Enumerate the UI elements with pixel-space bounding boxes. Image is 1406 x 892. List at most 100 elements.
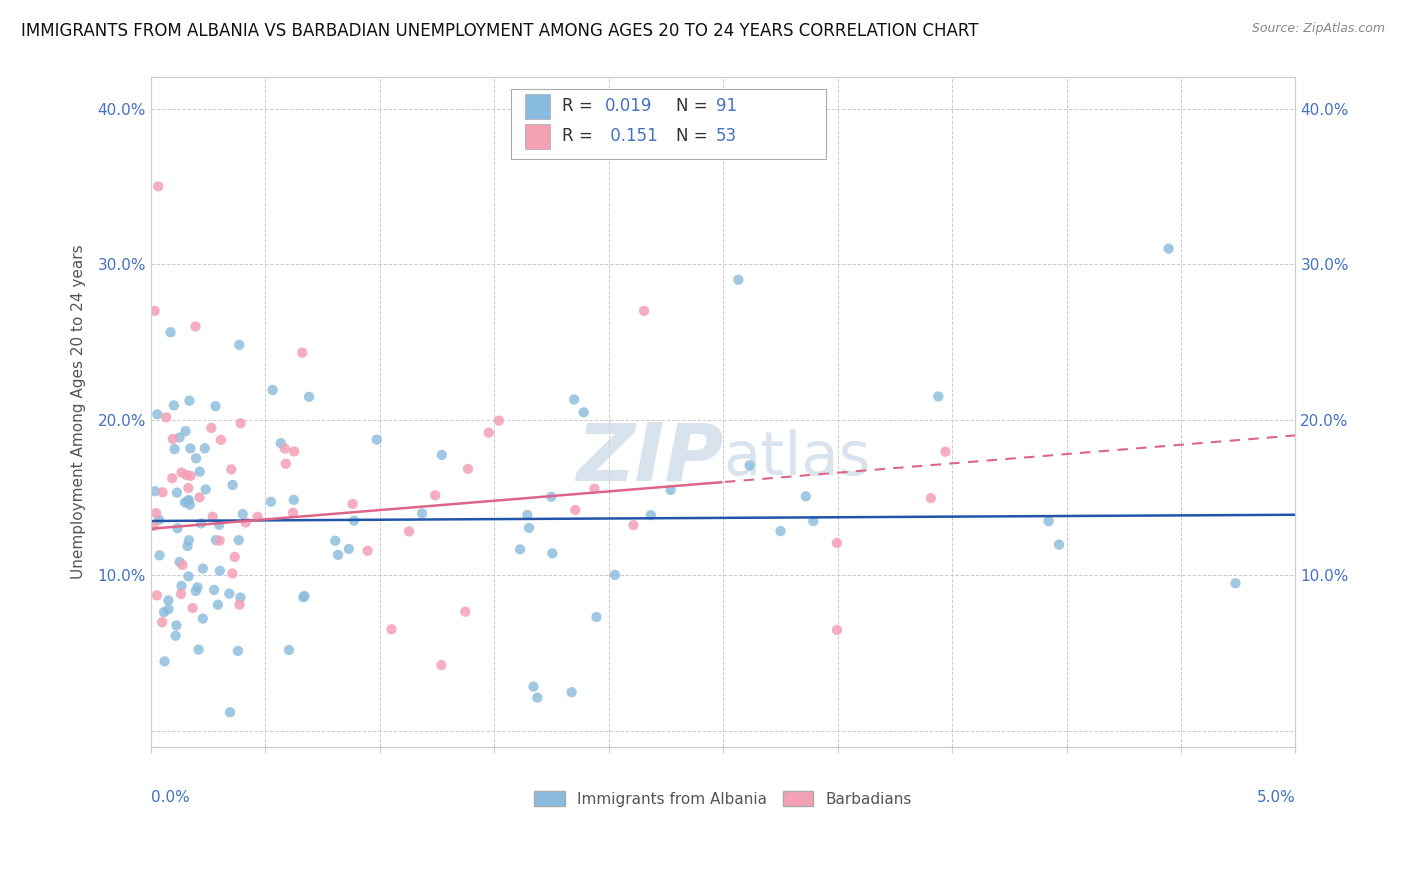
Point <box>184 451 207 466</box>
Point <box>277 643 299 657</box>
Point <box>380 622 402 636</box>
Point <box>153 654 176 668</box>
Text: N =: N = <box>676 97 713 115</box>
Text: 53: 53 <box>716 128 737 145</box>
Point <box>640 508 662 522</box>
Point <box>207 598 229 612</box>
Point <box>177 494 200 508</box>
Point <box>224 549 246 564</box>
Point <box>208 564 231 578</box>
Point <box>274 457 297 471</box>
Point <box>274 442 297 456</box>
Point <box>221 566 243 581</box>
Point <box>162 432 184 446</box>
Text: atlas: atlas <box>723 429 870 489</box>
Point <box>260 495 283 509</box>
Point <box>184 584 207 599</box>
Point <box>177 569 200 583</box>
Point <box>294 589 316 603</box>
Text: IMMIGRANTS FROM ALBANIA VS BARBADIAN UNEMPLOYMENT AMONG AGES 20 TO 24 YEARS CORR: IMMIGRANTS FROM ALBANIA VS BARBADIAN UNE… <box>21 22 979 40</box>
Point <box>825 536 848 550</box>
Point <box>146 179 169 194</box>
Point <box>204 399 226 413</box>
Point <box>177 481 200 495</box>
Point <box>398 524 420 539</box>
Point <box>411 507 433 521</box>
Point <box>146 408 169 422</box>
Point <box>188 465 211 479</box>
Point <box>572 405 595 419</box>
Point <box>262 383 284 397</box>
Point <box>170 579 193 593</box>
Point <box>927 389 949 403</box>
Point <box>170 466 193 480</box>
Point <box>298 390 321 404</box>
Point <box>366 433 388 447</box>
Text: N =: N = <box>676 128 713 145</box>
Point <box>170 587 193 601</box>
Point <box>727 273 749 287</box>
Point <box>177 493 200 508</box>
Point <box>177 533 200 548</box>
Point <box>801 514 824 528</box>
Point <box>457 462 479 476</box>
Point <box>157 593 180 607</box>
Point <box>181 601 204 615</box>
Point <box>148 549 170 563</box>
FancyBboxPatch shape <box>524 124 550 149</box>
Point <box>176 468 198 483</box>
Point <box>229 591 252 605</box>
Point <box>623 518 645 533</box>
Point <box>152 485 174 500</box>
Point <box>145 506 167 520</box>
Point <box>633 304 655 318</box>
Point <box>1038 514 1060 528</box>
Text: 0.0%: 0.0% <box>150 790 190 805</box>
Text: 5.0%: 5.0% <box>1257 790 1295 805</box>
Point <box>166 521 188 535</box>
Point <box>270 436 292 450</box>
Point <box>148 513 170 527</box>
Point <box>169 555 191 569</box>
Point <box>454 605 477 619</box>
Text: R =: R = <box>561 97 598 115</box>
Point <box>738 458 761 473</box>
Point <box>169 430 191 444</box>
Point <box>920 491 942 505</box>
Point <box>342 497 364 511</box>
Point <box>201 509 224 524</box>
Point <box>187 642 209 657</box>
Point <box>478 425 501 440</box>
Point <box>934 444 956 458</box>
Point <box>159 326 181 340</box>
Point <box>143 304 166 318</box>
Text: ZIP: ZIP <box>575 420 723 498</box>
Point <box>176 539 198 553</box>
Point <box>188 491 211 505</box>
Point <box>522 680 544 694</box>
Point <box>516 508 538 522</box>
Point <box>583 482 606 496</box>
Point <box>202 582 225 597</box>
Point <box>226 644 249 658</box>
Point <box>142 518 165 533</box>
Point <box>283 492 305 507</box>
Point <box>157 602 180 616</box>
Point <box>430 448 453 462</box>
Point <box>200 421 222 435</box>
Point <box>794 489 817 503</box>
Point <box>208 533 231 548</box>
Text: R =: R = <box>561 128 598 145</box>
Point <box>562 392 585 407</box>
Point <box>221 478 243 492</box>
Point <box>179 498 201 512</box>
Point <box>228 533 250 548</box>
Point <box>356 543 378 558</box>
Point <box>179 393 201 408</box>
Text: Source: ZipAtlas.com: Source: ZipAtlas.com <box>1251 22 1385 36</box>
Text: 0.151: 0.151 <box>605 128 658 145</box>
Point <box>540 490 562 504</box>
Point <box>162 471 184 485</box>
Point <box>194 442 217 456</box>
Point <box>165 618 187 632</box>
